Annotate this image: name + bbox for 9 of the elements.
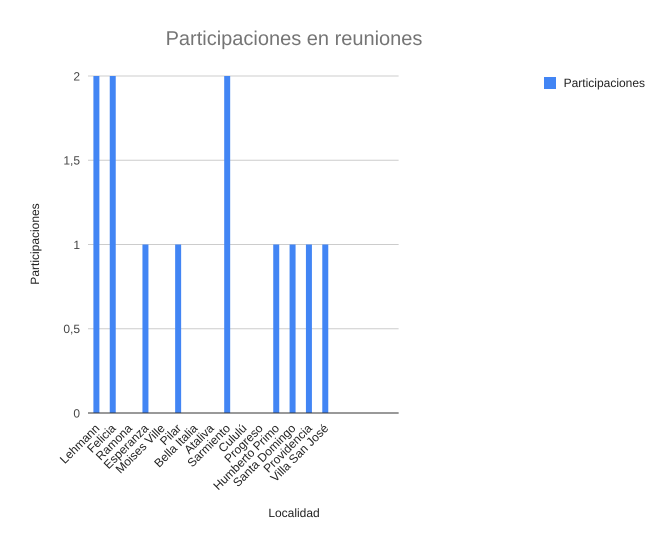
y-tick-label: 0,5 (63, 322, 80, 336)
y-tick-label: 0 (73, 406, 80, 420)
y-axis-title: Participaciones (28, 203, 42, 285)
y-tick-label: 1,5 (63, 154, 80, 168)
chart-title: Participaciones en reuniones (164, 28, 424, 51)
y-tick-label: 2 (73, 69, 80, 84)
legend-label: Participaciones (564, 76, 645, 90)
x-axis-title: Localidad (267, 506, 321, 520)
y-tick-label: 1 (73, 238, 80, 252)
